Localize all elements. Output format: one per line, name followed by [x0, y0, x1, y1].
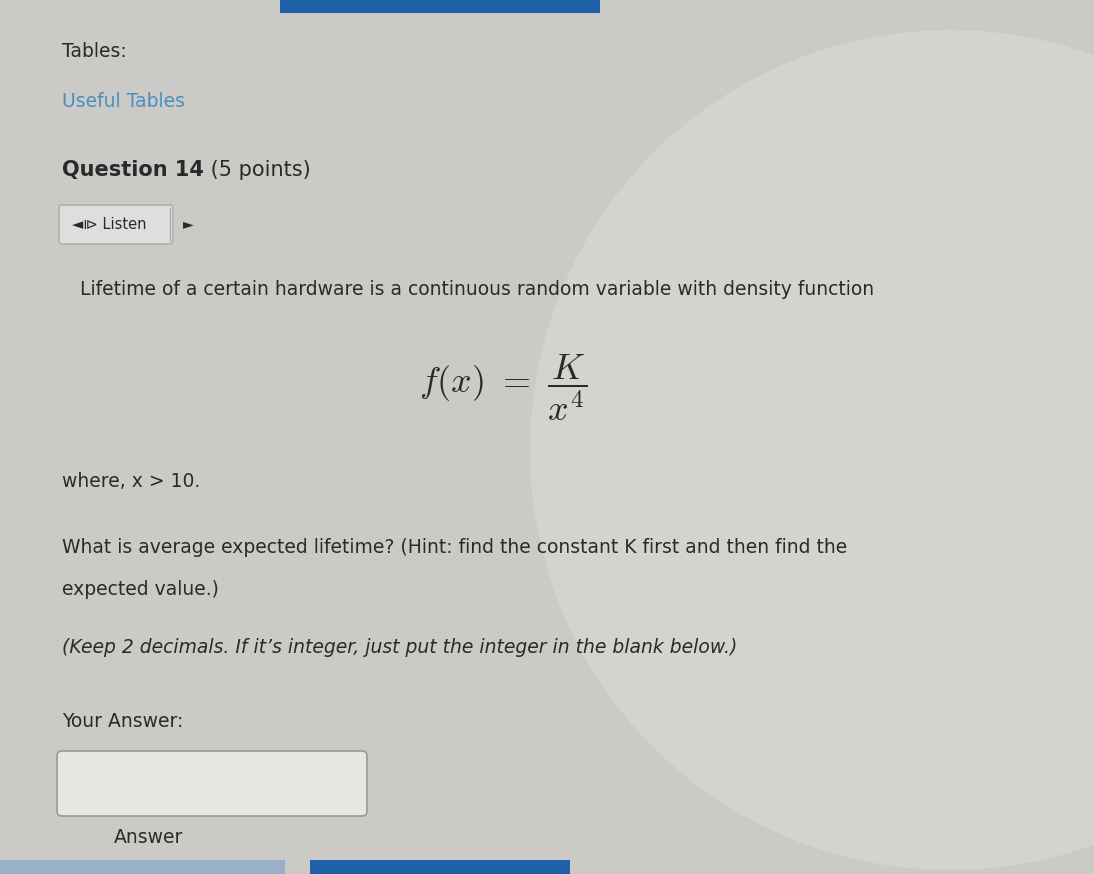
Text: (5 points): (5 points)	[203, 160, 311, 180]
Text: (Keep 2 decimals. If it’s integer, just put the integer in the blank below.): (Keep 2 decimals. If it’s integer, just …	[62, 638, 737, 657]
Text: where, x > 10.: where, x > 10.	[62, 472, 200, 491]
Circle shape	[529, 30, 1094, 870]
Bar	[0, 860, 286, 874]
Text: ◄⧐ Listen: ◄⧐ Listen	[72, 217, 147, 232]
Text: Your Answer:: Your Answer:	[62, 712, 184, 731]
Text: Question 14: Question 14	[62, 160, 203, 180]
Bar	[310, 860, 570, 874]
Text: Lifetime of a certain hardware is a continuous random variable with density func: Lifetime of a certain hardware is a cont…	[80, 280, 874, 299]
Text: $\mathit{f}(\mathit{x})\ =\ \dfrac{K}{x^4}$: $\mathit{f}(\mathit{x})\ =\ \dfrac{K}{x^…	[419, 352, 587, 423]
Text: expected value.): expected value.)	[62, 580, 219, 599]
Text: Useful Tables: Useful Tables	[62, 92, 185, 111]
FancyBboxPatch shape	[57, 751, 366, 816]
Text: ►: ►	[183, 218, 194, 232]
Text: What is average expected lifetime? (Hint: find the constant K first and then fin: What is average expected lifetime? (Hint…	[62, 538, 847, 557]
Text: Tables:: Tables:	[62, 42, 127, 61]
FancyBboxPatch shape	[59, 205, 173, 244]
Text: Answer: Answer	[114, 828, 184, 847]
Bar	[280, 0, 600, 13]
